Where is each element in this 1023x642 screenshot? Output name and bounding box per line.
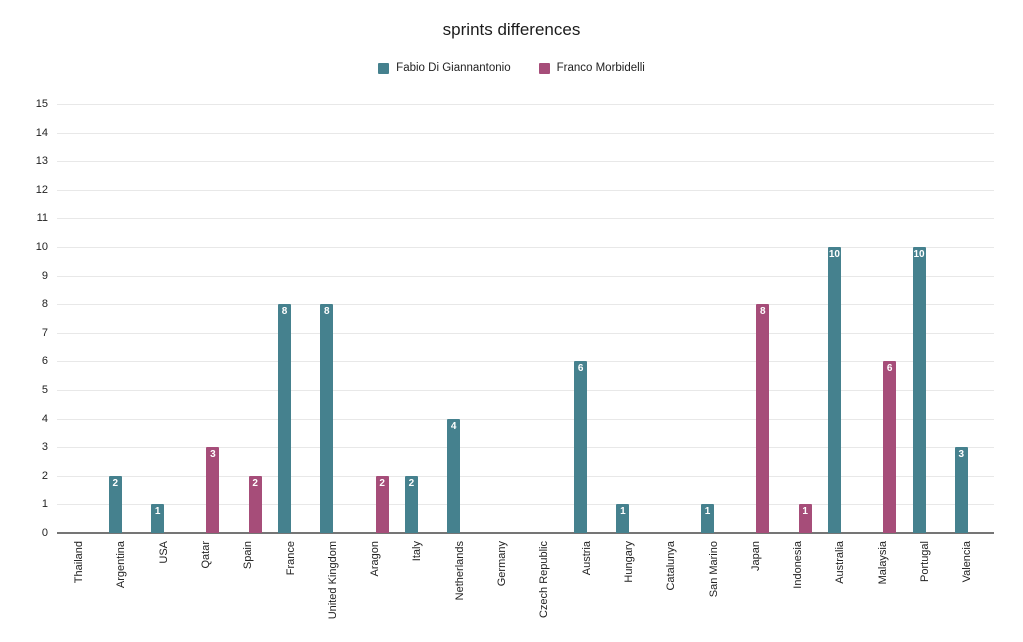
gridline xyxy=(57,104,994,105)
legend: Fabio Di Giannantonio Franco Morbidelli xyxy=(0,62,1023,74)
bar-value-label: 8 xyxy=(324,306,330,318)
x-axis-tick-label: Australia xyxy=(834,541,847,584)
x-axis-tick-label: Indonesia xyxy=(792,541,805,589)
legend-item: Fabio Di Giannantonio xyxy=(378,62,511,74)
x-axis-tick-label: Netherlands xyxy=(453,541,466,601)
x-axis-tick-label: Aragon xyxy=(369,541,382,577)
bar-value-label: 6 xyxy=(886,363,893,375)
gridline xyxy=(57,247,994,248)
gridline xyxy=(57,275,994,277)
bar-value-label: 2 xyxy=(252,477,258,489)
bar-san-marino: 1 xyxy=(701,504,714,533)
y-axis-tick-label: 3 xyxy=(41,441,48,454)
bar-hungary: 1 xyxy=(616,504,630,533)
x-axis-tick-label: Czech Republic xyxy=(538,541,551,619)
bar-value-label: 2 xyxy=(112,477,119,489)
gridline xyxy=(57,447,994,449)
bar-italy: 2 xyxy=(404,475,418,533)
legend-swatch-icon xyxy=(378,62,390,74)
x-axis-baseline xyxy=(57,532,994,534)
y-axis-tick-label: 10 xyxy=(35,241,48,253)
bar-value-label: 10 xyxy=(828,249,840,260)
x-axis-tick-label: Spain xyxy=(242,541,255,570)
bar-japan: 8 xyxy=(756,304,770,533)
y-axis-tick-label: 8 xyxy=(41,298,48,311)
bar-usa: 1 xyxy=(151,504,165,533)
legend-swatch-icon xyxy=(538,62,550,74)
bar-argentina: 2 xyxy=(108,475,122,533)
bar-value-label: 1 xyxy=(704,506,711,518)
gridline xyxy=(57,304,994,306)
y-axis-tick-label: 2 xyxy=(41,469,48,482)
bar-value-label: 1 xyxy=(154,506,161,518)
y-axis-tick-label: 5 xyxy=(41,384,48,396)
bar-value-label: 8 xyxy=(760,306,766,318)
x-axis-tick-label: USA xyxy=(157,541,170,564)
gridline xyxy=(57,504,994,506)
x-axis-tick-label: Italy xyxy=(411,541,424,562)
y-axis-tick-label: 12 xyxy=(35,183,48,196)
bar-value-label: 1 xyxy=(620,506,626,518)
bar-value-label: 4 xyxy=(450,420,457,432)
legend-label: Franco Morbidelli xyxy=(556,62,645,74)
y-axis-tick-label: 1 xyxy=(41,498,48,511)
bar-value-label: 2 xyxy=(408,477,415,489)
gridline xyxy=(57,218,994,220)
x-axis-tick-label: Argentina xyxy=(115,541,128,589)
x-axis-tick-label: Austria xyxy=(580,541,593,576)
y-axis-tick-label: 15 xyxy=(35,98,48,110)
x-axis-tick-label: San Marino xyxy=(707,541,720,598)
bar-spain: 2 xyxy=(248,475,262,533)
x-axis-tick-label: Hungary xyxy=(622,541,635,583)
x-axis-tick-label: Malaysia xyxy=(876,541,889,585)
legend-label: Fabio Di Giannantonio xyxy=(396,62,511,74)
bar-value-label: 10 xyxy=(913,249,925,260)
bar-portugal: 10 xyxy=(912,247,926,533)
gridline xyxy=(57,361,994,363)
bar-value-label: 1 xyxy=(802,506,808,518)
bar-australia: 10 xyxy=(827,247,841,533)
bar-value-label: 3 xyxy=(958,449,965,461)
y-axis-tick-label: 9 xyxy=(41,269,48,282)
y-axis-tick-label: 0 xyxy=(41,527,48,539)
bar-valencia: 3 xyxy=(954,447,968,533)
y-axis-tick-label: 7 xyxy=(41,326,48,339)
x-axis-tick-label: Thailand xyxy=(73,541,85,584)
y-axis-tick-label: 13 xyxy=(35,155,48,168)
x-axis-tick-label: Japan xyxy=(749,541,762,571)
x-axis-tick-label: Germany xyxy=(496,541,508,587)
gridline xyxy=(57,390,994,391)
bar-value-label: 2 xyxy=(379,477,385,489)
bar-netherlands: 4 xyxy=(447,418,461,533)
y-axis-tick-label: 6 xyxy=(41,355,48,368)
gridline xyxy=(57,189,994,191)
y-axis-tick-label: 14 xyxy=(35,126,48,139)
gridline xyxy=(57,418,994,420)
gridline xyxy=(57,332,994,334)
bar-value-label: 3 xyxy=(210,449,216,461)
legend-item: Franco Morbidelli xyxy=(538,62,645,74)
x-axis-tick-label: United Kingdom xyxy=(326,541,339,620)
gridline xyxy=(57,161,994,163)
bar-indonesia: 1 xyxy=(798,504,812,533)
x-axis-tick-label: Qatar xyxy=(199,541,212,569)
y-axis-tick-label: 11 xyxy=(36,212,48,225)
bar-value-label: 6 xyxy=(577,363,584,375)
y-axis-tick-label: 4 xyxy=(41,412,48,425)
bar-france: 8 xyxy=(278,304,291,533)
x-axis-tick-label: Valencia xyxy=(961,541,974,583)
x-axis-tick-label: Catalunya xyxy=(665,541,678,591)
bar-qatar: 3 xyxy=(206,447,220,533)
gridline xyxy=(57,132,994,134)
bar-austria: 6 xyxy=(574,361,588,533)
bar-united-kingdom: 8 xyxy=(320,304,334,533)
gridline xyxy=(57,475,994,477)
bar-value-label: 8 xyxy=(281,306,288,318)
bar-aragon: 2 xyxy=(375,475,389,533)
bar-malaysia: 6 xyxy=(883,361,897,533)
x-axis-tick-label: Portugal xyxy=(919,541,931,582)
chart-title: sprints differences xyxy=(442,20,581,39)
x-axis-tick-label: France xyxy=(284,541,297,576)
